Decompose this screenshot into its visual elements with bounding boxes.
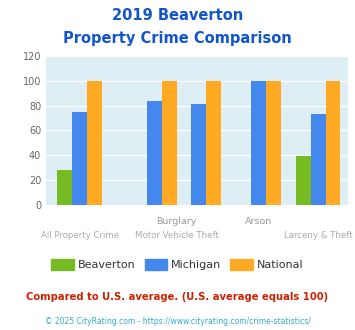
Bar (191, 104, 206, 205)
Text: Burglary: Burglary (156, 217, 197, 226)
Text: Larceny & Theft: Larceny & Theft (284, 231, 353, 240)
Text: © 2025 CityRating.com - https://www.cityrating.com/crime-statistics/: © 2025 CityRating.com - https://www.city… (45, 317, 310, 326)
Bar (296, 156, 311, 205)
Bar (206, 81, 221, 205)
Bar (326, 81, 340, 205)
Text: Property Crime Comparison: Property Crime Comparison (63, 31, 292, 46)
Bar (57, 170, 72, 205)
Bar (147, 101, 162, 205)
Bar (251, 81, 266, 205)
Bar (87, 81, 102, 205)
Bar (72, 112, 87, 205)
Text: 2019 Beaverton: 2019 Beaverton (112, 8, 243, 23)
Bar (162, 81, 176, 205)
Legend: Beaverton, Michigan, National: Beaverton, Michigan, National (47, 255, 308, 275)
Text: Compared to U.S. average. (U.S. average equals 100): Compared to U.S. average. (U.S. average … (26, 292, 329, 302)
Bar (266, 81, 281, 205)
Text: Arson: Arson (245, 217, 272, 226)
Text: All Property Crime: All Property Crime (40, 231, 119, 240)
Text: Motor Vehicle Theft: Motor Vehicle Theft (135, 231, 218, 240)
Bar (311, 114, 326, 205)
